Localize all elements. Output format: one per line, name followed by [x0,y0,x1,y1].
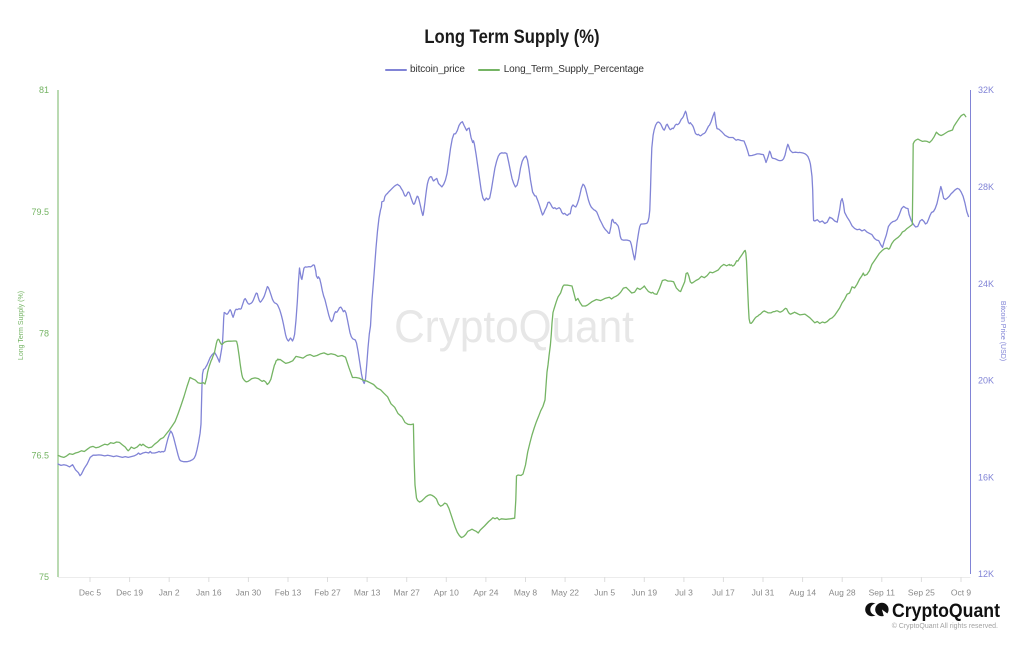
svg-text:Feb 27: Feb 27 [314,588,341,598]
svg-text:Jun 5: Jun 5 [594,588,615,598]
svg-text:Jan 16: Jan 16 [196,588,222,598]
svg-text:May 22: May 22 [551,588,579,598]
svg-text:20K: 20K [978,376,994,386]
svg-text:32K: 32K [978,85,994,95]
svg-text:Aug 28: Aug 28 [829,588,856,598]
svg-text:78: 78 [39,329,49,339]
svg-text:16K: 16K [978,472,994,482]
svg-text:75: 75 [39,572,49,582]
svg-text:Jul 17: Jul 17 [712,588,735,598]
svg-text:79.5: 79.5 [31,207,49,217]
svg-text:12K: 12K [978,569,994,579]
svg-text:Apr 24: Apr 24 [473,588,498,598]
svg-text:Jun 19: Jun 19 [632,588,658,598]
svg-text:Sep 25: Sep 25 [908,588,935,598]
svg-text:Jan 30: Jan 30 [236,588,262,598]
svg-text:76.5: 76.5 [31,450,49,460]
svg-text:28K: 28K [978,182,994,192]
svg-text:Feb 13: Feb 13 [275,588,302,598]
svg-text:Dec 19: Dec 19 [116,588,143,598]
svg-text:24K: 24K [978,279,994,289]
svg-text:Oct 9: Oct 9 [951,588,972,598]
svg-text:Mar 27: Mar 27 [393,588,420,598]
svg-text:Bitcoin Price (USD): Bitcoin Price (USD) [999,301,1006,361]
svg-text:Jul 3: Jul 3 [675,588,693,598]
svg-text:May 8: May 8 [514,588,537,598]
svg-text:Jul 31: Jul 31 [752,588,775,598]
svg-text:Aug 14: Aug 14 [789,588,816,598]
svg-text:Apr 10: Apr 10 [434,588,459,598]
svg-text:81: 81 [39,85,49,95]
svg-text:Mar 13: Mar 13 [354,588,381,598]
svg-text:Jan 2: Jan 2 [159,588,180,598]
svg-text:Long Term Supply (%): Long Term Supply (%) [18,291,25,360]
svg-text:Dec 5: Dec 5 [79,588,101,598]
svg-text:Sep 11: Sep 11 [869,588,896,598]
